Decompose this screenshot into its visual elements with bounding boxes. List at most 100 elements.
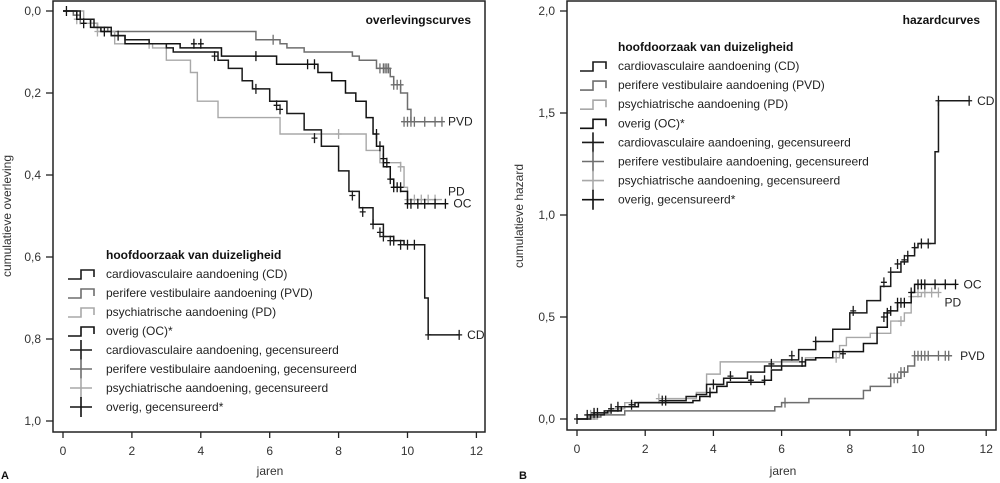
censored-mark — [349, 190, 356, 201]
censored-mark — [945, 350, 952, 361]
censored-mark — [932, 279, 939, 290]
censored-mark — [252, 51, 259, 62]
censored-mark — [370, 219, 377, 230]
legend-entry: overig, gecensureerd* — [70, 397, 224, 417]
legend-entry: psychiatrische aandoening, gecensureerd — [70, 378, 328, 398]
censored-mark — [928, 287, 935, 298]
legend-title: hoofdoorzaak van duizeligheid — [618, 40, 793, 54]
legend-label: overig, gecensureerd* — [618, 193, 736, 207]
censored-mark — [385, 63, 392, 74]
censored-mark — [425, 194, 432, 205]
censored-mark — [710, 379, 717, 390]
censored-mark — [782, 397, 789, 408]
x-tick-label: 2 — [642, 442, 649, 456]
series-pd: PD — [63, 10, 465, 205]
censored-mark — [727, 371, 734, 382]
series-cd: CD — [63, 10, 485, 342]
legend-entry: cardiovasculaire aandoening, gecensureer… — [70, 340, 339, 360]
censored-mark — [897, 316, 904, 327]
censored-mark — [921, 279, 928, 290]
legend-entry: perifere vestibulaire aandoening (PVD) — [68, 286, 313, 300]
censored-mark — [935, 95, 942, 106]
end-label-pvd: PVD — [960, 349, 985, 363]
panel-title: hazardcurves — [903, 13, 981, 27]
y-tick-label: 0,4 — [24, 168, 41, 182]
censored-mark — [397, 161, 404, 172]
legend-cross-symbol — [70, 359, 92, 379]
legend-entry: overig (OC)* — [68, 324, 173, 338]
legend-step-symbol — [580, 99, 607, 110]
y-tick-label: 1,0 — [24, 414, 41, 428]
legend-step-symbol — [68, 326, 95, 337]
censored-mark — [190, 38, 197, 49]
censored-mark — [908, 287, 915, 298]
y-tick-label: 0,2 — [24, 86, 41, 100]
legend-entry: cardiovasculaire aandoening (CD) — [68, 267, 287, 281]
y-axis-label: cumulatieve overleving — [0, 155, 14, 277]
legend-label: psychiatrische aandoening, gecensureerd — [106, 381, 328, 395]
x-tick-label: 2 — [129, 444, 136, 458]
end-label-cd: CD — [467, 328, 485, 342]
legend-entry: perifere vestibulaire aandoening, gecens… — [582, 151, 869, 172]
censored-mark — [376, 227, 383, 238]
series-oc: OC — [574, 277, 982, 424]
y-tick-label: 0,8 — [24, 332, 41, 346]
legend-entry: cardiovasculaire aandoening, gecensureer… — [582, 132, 851, 153]
panel-title: overlevingscurves — [366, 13, 472, 27]
legend-label: psychiatrische aandoening (PD) — [618, 97, 788, 111]
y-tick-label: 1,0 — [538, 208, 555, 222]
legend-entry: psychiatrische aandoening (PD) — [68, 305, 276, 319]
censored-mark — [277, 104, 284, 115]
censored-mark — [373, 129, 380, 139]
y-axis-label: cumulatieve hazard — [512, 164, 526, 268]
censored-mark — [747, 375, 754, 386]
censored-mark — [101, 26, 108, 37]
x-tick-label: 12 — [980, 442, 994, 456]
legend-label: psychiatrische aandoening, gecensureerd — [618, 174, 840, 188]
y-tick-label: 0,0 — [538, 412, 555, 426]
censored-mark — [850, 305, 857, 316]
legend-label: cardiovasculaire aandoening, gecensureer… — [618, 135, 851, 149]
censored-mark — [812, 336, 819, 347]
censored-mark — [197, 38, 204, 49]
censored-mark — [925, 350, 932, 361]
legend-step-symbol — [68, 269, 95, 280]
censored-mark — [768, 358, 775, 369]
legend-label: overig, gecensureerd* — [106, 400, 224, 414]
plot-frame — [52, 0, 486, 433]
legend-entry: perifere vestibulaire aandoening (PVD) — [580, 78, 825, 92]
step-line-oc — [63, 10, 446, 205]
y-tick-label: 2,0 — [538, 4, 555, 18]
legend-cross-symbol — [582, 189, 604, 210]
censored-mark — [925, 238, 932, 249]
legend-cross-symbol — [582, 170, 604, 191]
censored-mark — [421, 116, 428, 127]
panel-letter: A — [1, 470, 9, 482]
step-line-cd — [577, 100, 970, 420]
censored-mark — [935, 350, 942, 361]
x-tick-label: 8 — [846, 442, 853, 456]
x-axis-label: jaren — [769, 464, 797, 478]
censored-mark — [884, 307, 891, 318]
censored-mark — [442, 198, 449, 209]
censored-mark — [397, 182, 404, 193]
x-tick-label: 4 — [197, 444, 204, 458]
censored-mark — [904, 250, 911, 261]
censored-mark — [411, 194, 418, 205]
x-tick-label: 6 — [266, 444, 273, 458]
step-line-cd — [63, 10, 460, 336]
legend-label: cardiovasculaire aandoening (CD) — [106, 267, 287, 281]
censored-mark — [887, 305, 894, 316]
x-tick-label: 0 — [574, 442, 581, 456]
censored-mark — [952, 279, 959, 290]
censored-mark — [390, 235, 397, 246]
censored-mark — [425, 329, 432, 340]
censored-mark — [833, 352, 840, 363]
legend-entry: overig, gecensureerd* — [582, 189, 736, 210]
series-pvd: PVD — [577, 349, 985, 420]
censored-mark — [383, 157, 390, 168]
censored-mark — [397, 239, 404, 250]
